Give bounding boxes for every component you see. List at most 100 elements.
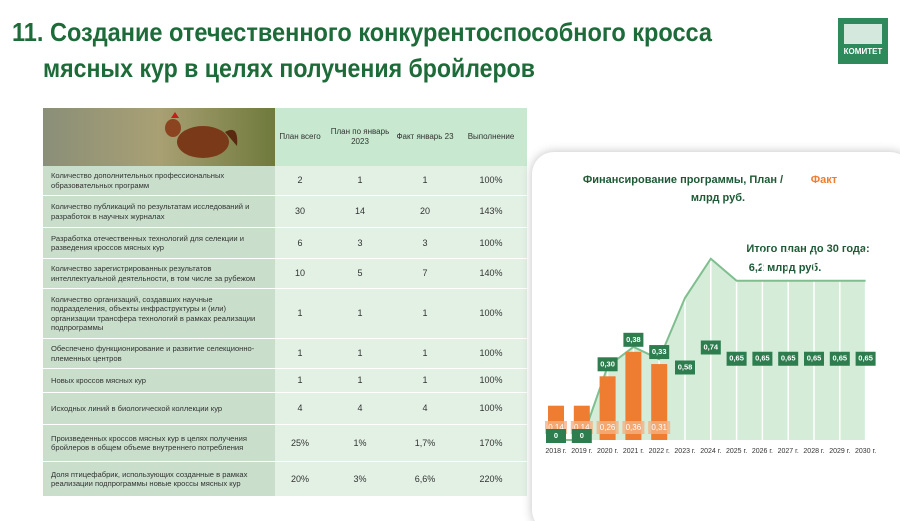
plan-label: 0,65 [832,354,847,363]
x-tick-label: 2025 г. [726,448,747,455]
column-header: Факт январь 23 [395,108,455,166]
table-cell: 3 [395,228,455,259]
plan-label: 0,65 [807,354,822,363]
plan-label: 0 [580,431,584,440]
table-cell: 1 [275,289,325,339]
table-cell: 100% [455,393,527,425]
plan-label-bg [649,345,670,360]
plan-label-bg [752,351,773,366]
fact-label-bg [596,421,619,434]
chart-title: Факт [811,174,838,186]
fact-label: 0,31 [651,423,667,432]
title: 11. Создание отечественного конкурентосп… [12,17,712,47]
table-cell: 30 [275,196,325,228]
table-cell: 1 [395,369,455,393]
table-cell: 220% [455,462,527,497]
x-tick-label: 2030 г. [855,448,876,455]
table-cell: 1 [325,289,395,339]
plan-label: 0,38 [626,335,641,344]
fact-bar [625,351,642,440]
table-cell: 1 [395,339,455,369]
chart-title: Финансирование программы, План / [583,174,783,186]
table-cell: 7 [395,259,455,289]
column-header: Выполнение [455,108,527,166]
plan-label: 0,65 [781,354,796,363]
table-cell: 100% [455,166,527,196]
table-cell: 1 [325,339,395,369]
plan-label: 0,65 [729,354,744,363]
row-label: Произведенных кроссов мясных кур в целях… [43,425,275,462]
fact-label-bg [648,421,671,434]
table-cell: 10 [275,259,325,289]
table-cell: 1 [395,289,455,339]
fact-label: 0,36 [626,423,642,432]
table-cell: 100% [455,339,527,369]
table-cell: 4 [325,393,395,425]
plan-label: 0 [554,431,558,440]
row-label: Обеспечено функционирование и развитие с… [43,339,275,369]
table-cell: 100% [455,228,527,259]
x-tick-label: 2028 г. [803,448,824,455]
table-cell: 1 [275,369,325,393]
annotation: Итого план до 30 года: [746,243,869,255]
plan-label-bg [597,357,618,372]
fact-label: 0,26 [600,423,616,432]
plan-label-bg [623,332,644,347]
title-area: 11. Создание отечественного конкурентосп… [12,17,888,83]
plan-label-bg [726,351,747,366]
chart-subtitle: млрд руб. [691,192,745,204]
x-tick-label: 2022 г. [649,448,670,455]
column-header: План по январь 2023 [325,108,395,166]
plan-label-bg [571,429,592,443]
table-cell: 20 [395,196,455,228]
annotation: 6,2 млрд руб. [749,262,822,274]
plan-label-bg [700,340,721,355]
plan-label: 0,30 [600,359,615,368]
table-cell: 143% [455,196,527,228]
row-label: Новых кроссов мясных кур [43,369,275,393]
x-tick-label: 2024 г. [700,448,721,455]
table-cell: 3% [325,462,395,497]
plan-label: 0,65 [858,354,873,363]
plan-label: 0,58 [678,362,693,371]
table-cell: 14 [325,196,395,228]
x-tick-label: 2020 г. [597,448,618,455]
table-cell: 20% [275,462,325,497]
table-cell: 6,6% [395,462,455,497]
table-cell: 100% [455,369,527,393]
table-cell: 6 [275,228,325,259]
row-label: Разработка отечественных технологий для … [43,228,275,259]
plan-label: 0,33 [652,347,667,356]
table-cell: 1% [325,425,395,462]
column-header: План всего [275,108,325,166]
row-label: Доля птицефабрик, использующих созданные… [43,462,275,497]
logo-building [844,24,882,44]
fact-label: 0,14 [548,423,564,432]
logo-text: КОМИТЕТ [844,47,883,56]
plan-label-bg [675,360,695,375]
table-cell: 2 [275,166,325,196]
x-tick-label: 2019 г. [571,448,592,455]
chicken [165,112,238,158]
plan-label: 0,65 [755,354,770,363]
table-cell: 140% [455,259,527,289]
x-tick-label: 2023 г. [674,448,695,455]
row-label: Количество организаций, создавших научны… [43,289,275,339]
table-cell: 1 [325,369,395,393]
table-cell: 3 [325,228,395,259]
table-cell: 170% [455,425,527,462]
plan-label-bg [804,351,824,366]
x-tick-label: 2021 г. [623,448,644,455]
table-cell: 1,7% [395,425,455,462]
row-label: Исходных линий в биологической коллекции… [43,393,275,425]
plan-label-bg [829,351,850,366]
table-cell: 1 [395,166,455,196]
title: мясных кур в целях получения бройлеров [43,53,535,83]
x-tick-label: 2027 г. [778,448,799,455]
x-tick-label: 2029 г. [829,448,850,455]
x-tick-label: 2026 г. [752,448,773,455]
row-label: Количество публикаций по результатам исс… [43,196,275,228]
row-label: Количество дополнительных профессиональн… [43,166,275,196]
